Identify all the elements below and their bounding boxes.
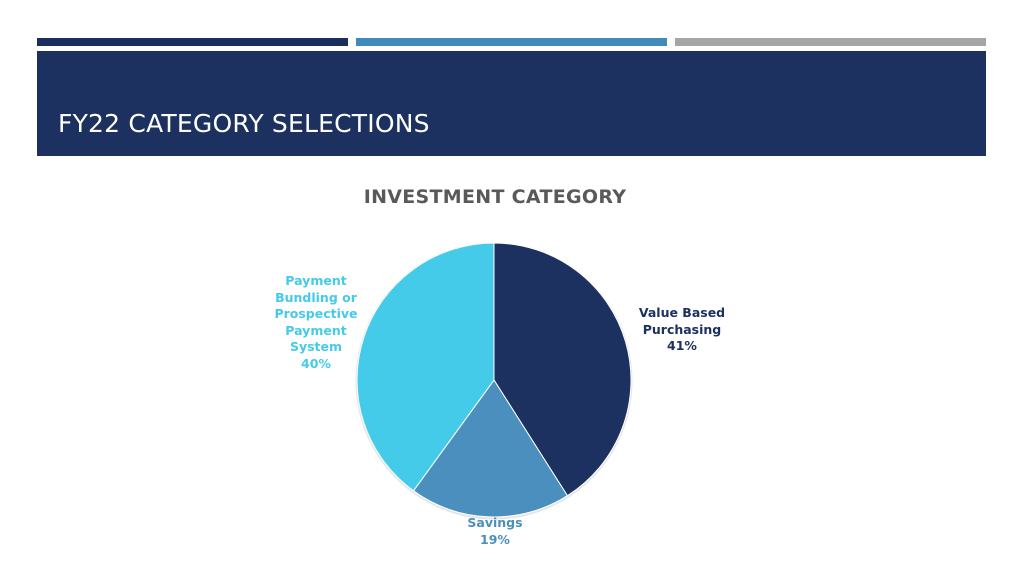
slice-name-line: Payment xyxy=(285,273,347,288)
slide-title: FY22 CATEGORY SELECTIONS xyxy=(58,109,430,138)
pie-slice-2 xyxy=(356,242,495,492)
slice-name-line: Accountable xyxy=(451,449,539,464)
header-stripe-blue xyxy=(356,38,667,46)
slice-name-line: System xyxy=(289,339,343,354)
slice-label-value-based-purchasing: Value Based Purchasing 41% xyxy=(622,305,742,355)
pie-slice-0 xyxy=(493,242,632,497)
slice-name-line: Bundling or xyxy=(275,289,357,305)
slice-name-line: Organization xyxy=(449,482,541,497)
header-stripe-dark xyxy=(37,38,348,46)
slice-name-line: Prospective xyxy=(274,306,358,321)
slice-label-payment-bundling: Payment Bundling or Prospective Payment … xyxy=(256,273,376,372)
slice-percent: 19% xyxy=(480,531,510,547)
slice-name-line: Care xyxy=(478,465,512,481)
slice-name-line: Savings xyxy=(467,515,523,530)
slice-name-line: or Shared xyxy=(460,498,530,514)
chart-title: INVESTMENT CATEGORY xyxy=(363,186,627,208)
header-stripe-gray xyxy=(675,38,986,46)
slice-label-aco-shared-savings: Accountable Care Organization or Shared … xyxy=(435,449,555,548)
slice-name-line: Payment xyxy=(285,322,347,338)
slice-percent: 41% xyxy=(667,338,697,353)
pie-slice-1 xyxy=(412,379,569,518)
title-bar: FY22 CATEGORY SELECTIONS xyxy=(37,51,986,156)
slice-percent: 40% xyxy=(301,355,331,371)
slice-name-line: Purchasing xyxy=(642,321,722,337)
slice-name-line: Value Based xyxy=(638,305,726,320)
